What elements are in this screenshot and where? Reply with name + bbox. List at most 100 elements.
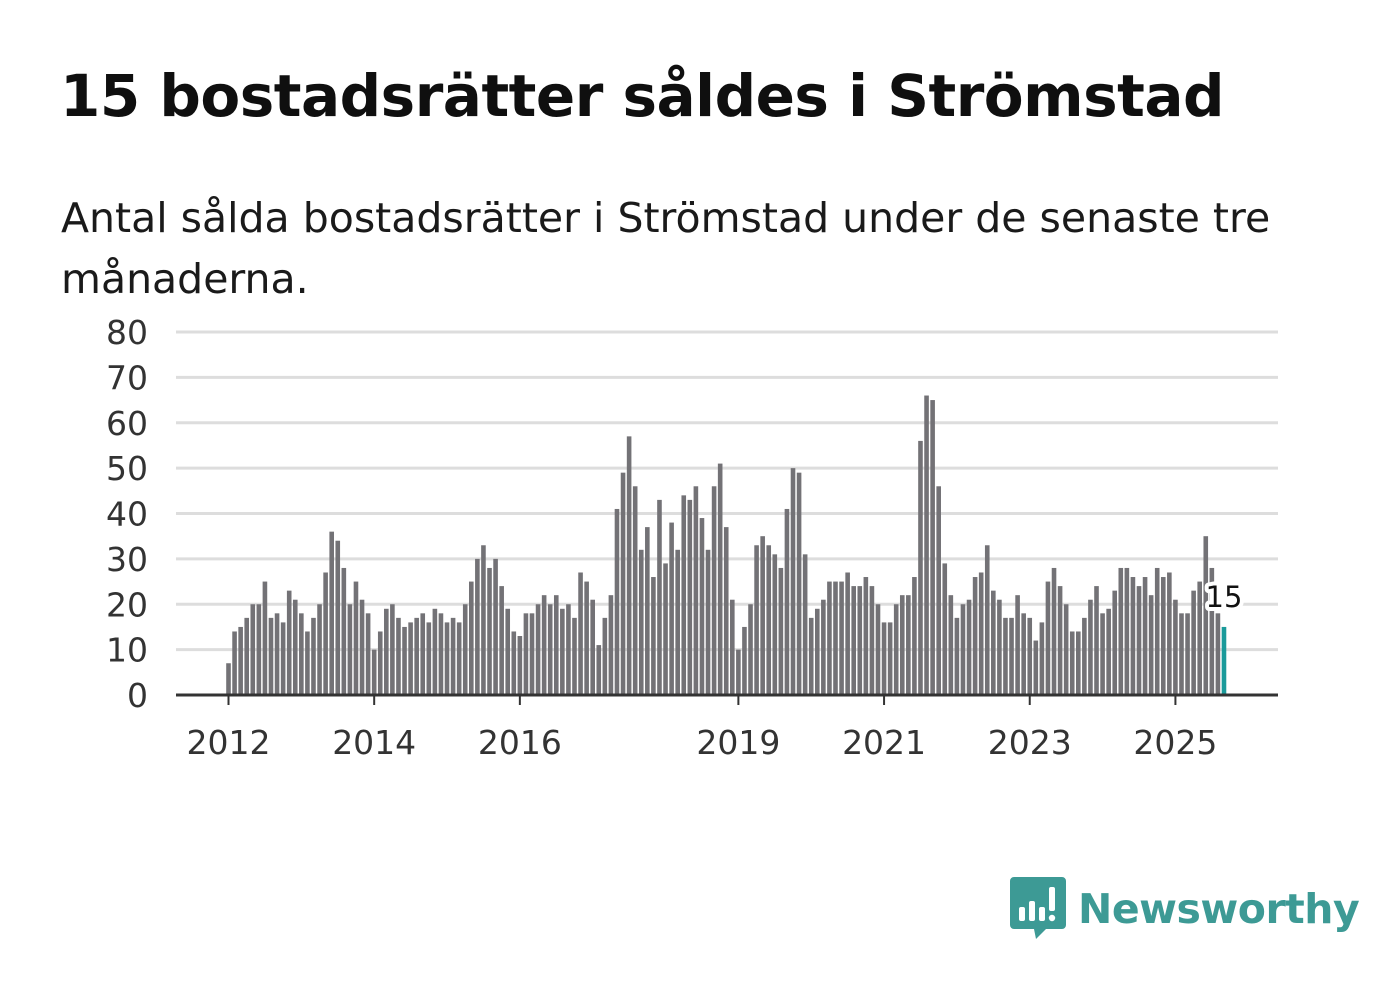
bar <box>960 604 966 695</box>
bar <box>1021 613 1026 695</box>
x-tick-label: 2021 <box>842 723 926 762</box>
bar <box>632 486 638 695</box>
bar <box>541 595 547 695</box>
bar <box>462 604 468 695</box>
bar <box>365 613 371 695</box>
bar-latest <box>1221 626 1227 695</box>
y-tick-label: 70 <box>106 358 148 397</box>
bar <box>505 608 511 695</box>
bar <box>863 577 869 695</box>
y-tick-label: 40 <box>106 495 148 534</box>
bar <box>553 595 559 695</box>
x-tick-label: 2019 <box>696 723 780 762</box>
bar <box>371 649 377 695</box>
bar <box>997 599 1002 695</box>
bar <box>1154 567 1160 695</box>
bar <box>1124 567 1130 695</box>
bar <box>450 617 456 695</box>
x-tick-label: 2023 <box>988 723 1072 762</box>
bar <box>1215 613 1221 695</box>
newsworthy-logo[interactable]: Newsworthy <box>1010 876 1360 942</box>
bar <box>384 608 389 695</box>
bar <box>547 604 553 695</box>
bar <box>754 545 759 695</box>
y-tick-label: 60 <box>106 404 148 443</box>
bar <box>918 440 923 695</box>
bar <box>942 563 948 695</box>
bar <box>608 595 614 695</box>
bar <box>626 436 632 695</box>
bar <box>730 599 735 695</box>
bar <box>402 626 407 695</box>
bar <box>778 567 784 695</box>
bar <box>1027 617 1033 695</box>
bar <box>748 604 753 695</box>
bar <box>1045 581 1051 695</box>
bar <box>323 572 328 695</box>
x-tick-label: 2014 <box>332 723 416 762</box>
bar <box>487 567 492 695</box>
bar <box>717 463 723 695</box>
bar <box>857 586 863 695</box>
bar <box>978 572 984 695</box>
bar <box>256 604 262 695</box>
bar <box>984 545 990 695</box>
bar <box>1191 590 1196 695</box>
bar <box>796 472 802 695</box>
bar <box>347 604 353 695</box>
bar <box>1209 567 1215 695</box>
bar <box>232 631 237 695</box>
y-tick-label: 10 <box>106 631 148 670</box>
y-tick-label: 50 <box>106 449 148 488</box>
bar <box>766 545 772 695</box>
chart-subtitle: Antal sålda bostadsrätter i Strömstad un… <box>61 194 1271 303</box>
bar <box>529 613 535 695</box>
bar <box>226 663 231 695</box>
bar <box>972 577 978 695</box>
bar <box>887 622 893 695</box>
bar <box>875 604 881 695</box>
bar <box>377 631 383 695</box>
bar <box>790 468 796 695</box>
bar <box>687 499 693 695</box>
bar <box>845 572 850 695</box>
bar <box>620 472 626 695</box>
x-axis-labels: 2012 2014 2016 2019 2021 2023 2025 <box>187 695 1217 762</box>
bar <box>1076 631 1081 695</box>
annotation-halo: 15 <box>1206 580 1243 614</box>
bar <box>881 622 887 695</box>
bar <box>784 508 790 695</box>
x-tick-label: 2025 <box>1133 723 1217 762</box>
bar <box>821 599 826 695</box>
bar <box>359 599 365 695</box>
bar <box>851 586 857 695</box>
bar <box>408 622 413 695</box>
bar <box>1136 586 1142 695</box>
bar <box>930 400 935 695</box>
y-tick-label: 80 <box>106 313 148 352</box>
bar <box>420 613 426 695</box>
bar <box>335 540 341 695</box>
bar <box>305 631 310 695</box>
bar <box>250 604 256 695</box>
bar <box>814 608 820 695</box>
bar <box>802 554 808 695</box>
y-tick-label: 20 <box>106 585 148 624</box>
bar <box>736 649 741 695</box>
bar <box>566 604 571 695</box>
bar <box>1009 617 1014 695</box>
bar <box>645 527 650 695</box>
bar <box>1112 590 1118 695</box>
bar <box>669 522 674 695</box>
bar <box>760 536 765 695</box>
bar <box>390 604 395 695</box>
bar <box>808 617 814 695</box>
x-tick-label: 2016 <box>478 723 562 762</box>
bar <box>414 617 419 695</box>
x-tick-label: 2012 <box>187 723 271 762</box>
bar <box>341 567 347 695</box>
bar <box>1003 617 1008 695</box>
bar <box>602 617 608 695</box>
bar <box>1051 567 1057 695</box>
